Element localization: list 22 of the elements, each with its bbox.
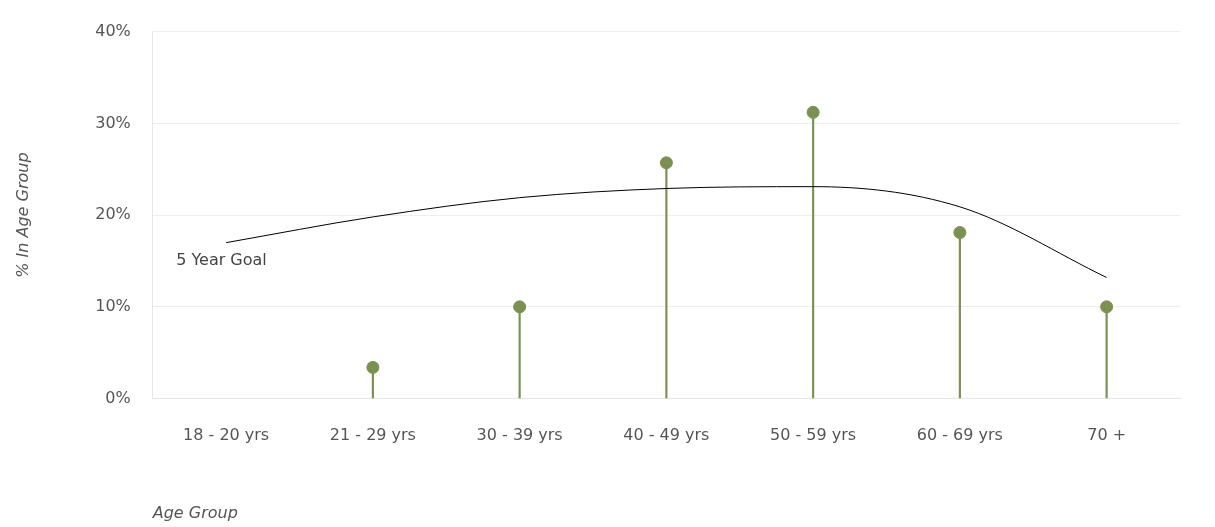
x-tick-label: 18 - 20 yrs xyxy=(183,425,270,445)
x-tick-label: 70 + xyxy=(1087,425,1127,445)
x-tick-label: 21 - 29 yrs xyxy=(329,425,416,445)
x-tick-label: 60 - 69 yrs xyxy=(916,425,1003,445)
line-series xyxy=(225,186,1108,278)
y-tick-label: 20% xyxy=(95,204,131,224)
y-axis-title: % In Age Group xyxy=(12,152,32,278)
series-label: 5 Year Goal xyxy=(176,249,267,269)
x-axis-title: Age Group xyxy=(151,502,238,522)
y-tick-label: 30% xyxy=(95,112,131,132)
point xyxy=(366,360,380,374)
point xyxy=(1100,300,1114,314)
x-tick-label: 40 - 49 yrs xyxy=(623,425,710,445)
point xyxy=(659,156,673,170)
point xyxy=(953,226,967,240)
y-tick-label: 0% xyxy=(105,387,131,407)
x-tick-label: 30 - 39 yrs xyxy=(476,425,563,445)
point xyxy=(806,105,820,119)
y-tick-label: 10% xyxy=(95,296,131,316)
x-tick-label: 50 - 59 yrs xyxy=(770,425,857,445)
y-tick-label: 40% xyxy=(95,20,131,40)
point xyxy=(513,300,527,314)
